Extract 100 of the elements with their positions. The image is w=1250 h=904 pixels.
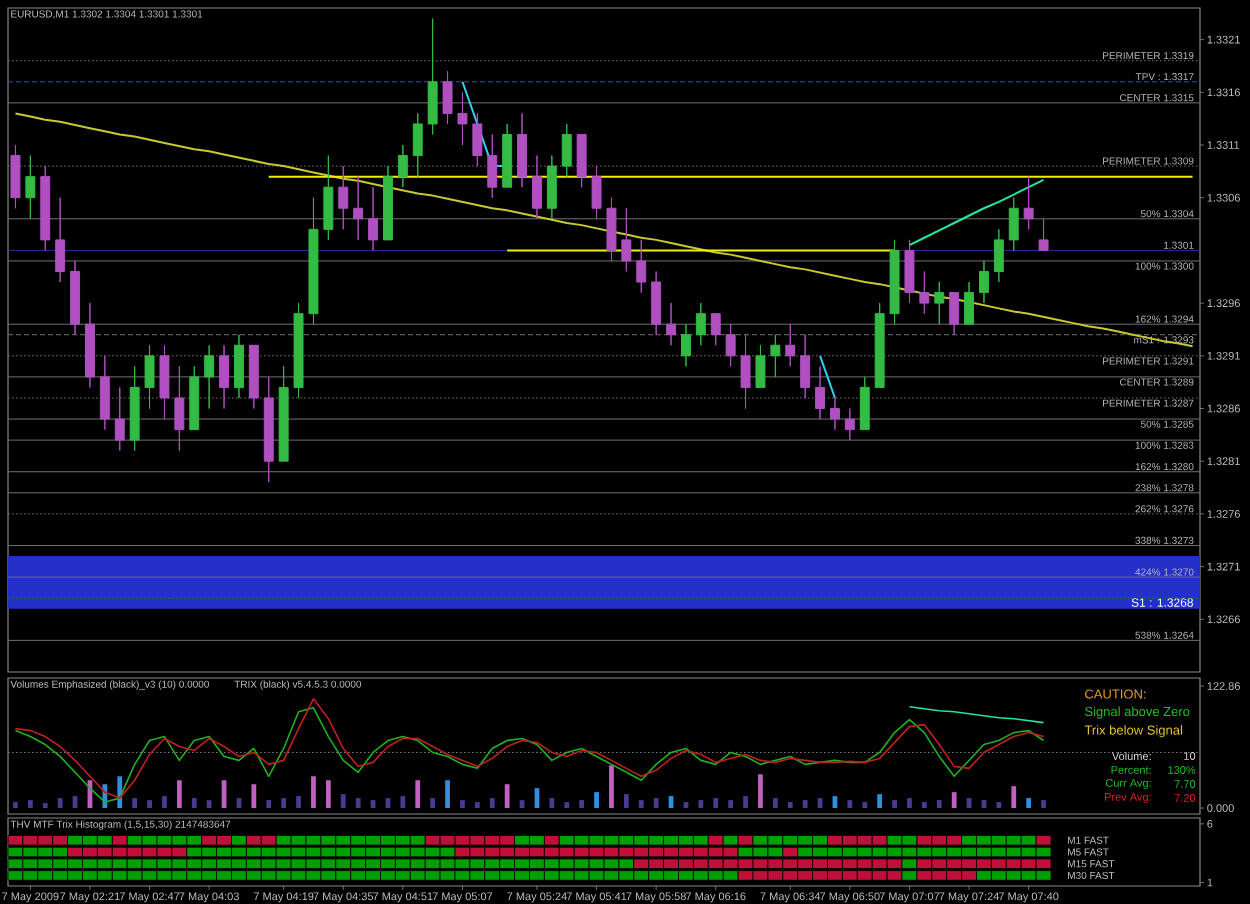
candlestick	[427, 18, 438, 135]
bar	[892, 800, 897, 809]
bar	[176, 780, 182, 809]
candlestick	[502, 123, 513, 188]
candlestick	[591, 165, 602, 220]
bar	[504, 784, 510, 809]
candlestick	[904, 239, 915, 304]
candlestick	[174, 365, 185, 452]
candlestick	[829, 397, 840, 431]
candlestick	[725, 323, 736, 367]
bar	[728, 800, 734, 809]
candlestick	[844, 408, 855, 441]
bar	[743, 796, 748, 809]
candlestick	[144, 344, 155, 410]
candlestick	[949, 292, 960, 336]
bar	[579, 800, 585, 809]
bar	[564, 802, 570, 809]
candlestick	[248, 344, 259, 410]
bar	[549, 798, 555, 809]
bar	[862, 802, 868, 809]
bar	[653, 798, 659, 809]
candlestick	[576, 133, 587, 188]
bar	[13, 802, 18, 809]
bar	[266, 800, 272, 809]
candlestick	[1023, 176, 1034, 230]
candlestick	[874, 302, 885, 388]
candlestick	[815, 365, 826, 420]
bar	[445, 780, 450, 809]
bar	[609, 765, 614, 809]
bar	[296, 796, 301, 809]
bar	[1011, 786, 1017, 809]
candlestick	[233, 334, 244, 399]
bar	[1041, 800, 1046, 809]
bar	[474, 802, 480, 809]
candlestick	[308, 197, 319, 325]
candlestick	[129, 365, 140, 452]
candlestick	[651, 270, 662, 336]
candlestick	[263, 376, 274, 483]
bar	[460, 800, 465, 809]
bar	[594, 792, 599, 809]
bar	[787, 802, 793, 809]
candlestick	[397, 144, 408, 188]
bar	[162, 796, 167, 809]
candlestick	[859, 376, 870, 431]
candlestick	[219, 344, 230, 410]
bar	[355, 798, 361, 809]
bar	[42, 803, 48, 809]
bar	[325, 780, 331, 809]
candlestick	[159, 344, 170, 420]
candlestick	[621, 207, 632, 272]
candlestick	[442, 70, 453, 125]
bar	[623, 794, 629, 809]
bar	[847, 800, 853, 809]
candlestick	[978, 260, 989, 304]
candlestick	[710, 313, 721, 346]
candlestick	[99, 355, 110, 431]
bar	[758, 774, 763, 809]
bar	[877, 794, 883, 809]
candlestick	[487, 133, 498, 199]
bar	[921, 802, 927, 809]
bar	[206, 800, 212, 809]
candlestick	[278, 365, 289, 462]
candlestick	[800, 334, 811, 399]
candlestick	[636, 239, 647, 294]
candlestick	[368, 186, 379, 251]
candlestick	[84, 302, 95, 388]
candlestick	[472, 112, 483, 167]
bar	[1026, 798, 1032, 809]
candlestick	[70, 260, 81, 336]
bar	[340, 794, 346, 809]
candlestick	[1038, 218, 1049, 251]
candlestick	[561, 123, 572, 178]
candlestick	[10, 144, 21, 209]
candlestick	[531, 155, 542, 220]
bar	[415, 780, 421, 809]
bar	[27, 800, 33, 809]
candlestick	[517, 112, 528, 188]
candlestick	[293, 302, 304, 399]
candlestick	[680, 323, 691, 367]
bar	[57, 798, 63, 809]
candlestick	[382, 165, 393, 241]
candlestick	[740, 334, 751, 410]
candlestick	[919, 270, 930, 315]
candlestick	[666, 302, 677, 346]
bar	[996, 802, 1002, 809]
candlestick	[189, 365, 200, 431]
bar	[281, 798, 287, 809]
candlestick	[457, 91, 468, 146]
candlestick	[606, 197, 617, 262]
bar	[191, 798, 197, 809]
bar	[936, 800, 942, 809]
candlestick	[114, 386, 125, 452]
candlestick	[993, 228, 1004, 283]
bar	[951, 792, 957, 809]
candlestick	[755, 344, 766, 388]
candlestick	[55, 197, 66, 283]
bar	[400, 796, 406, 809]
candlestick	[964, 281, 975, 325]
bar	[802, 800, 808, 809]
candlestick	[338, 165, 349, 230]
